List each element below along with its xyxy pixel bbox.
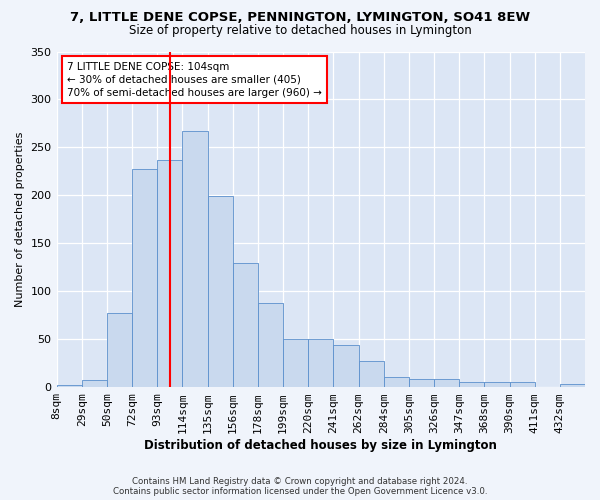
Bar xyxy=(258,303,283,387)
Bar xyxy=(208,196,233,387)
X-axis label: Distribution of detached houses by size in Lymington: Distribution of detached houses by size … xyxy=(145,440,497,452)
Bar xyxy=(383,376,409,387)
Bar xyxy=(359,362,383,387)
Bar xyxy=(233,264,258,387)
Bar xyxy=(283,339,308,387)
Y-axis label: Number of detached properties: Number of detached properties xyxy=(15,132,25,307)
Bar xyxy=(459,382,484,387)
Bar xyxy=(308,339,334,387)
Text: Contains HM Land Registry data © Crown copyright and database right 2024.
Contai: Contains HM Land Registry data © Crown c… xyxy=(113,476,487,496)
Bar xyxy=(132,170,157,387)
Text: 7 LITTLE DENE COPSE: 104sqm
← 30% of detached houses are smaller (405)
70% of se: 7 LITTLE DENE COPSE: 104sqm ← 30% of det… xyxy=(67,62,322,98)
Bar xyxy=(334,345,359,387)
Bar xyxy=(157,160,182,387)
Bar xyxy=(434,378,459,387)
Bar xyxy=(107,314,132,387)
Text: Size of property relative to detached houses in Lymington: Size of property relative to detached ho… xyxy=(128,24,472,37)
Bar xyxy=(484,382,509,387)
Bar xyxy=(82,380,107,387)
Bar xyxy=(509,382,535,387)
Text: 7, LITTLE DENE COPSE, PENNINGTON, LYMINGTON, SO41 8EW: 7, LITTLE DENE COPSE, PENNINGTON, LYMING… xyxy=(70,11,530,24)
Bar xyxy=(56,386,82,387)
Bar xyxy=(560,384,585,387)
Bar xyxy=(182,131,208,387)
Bar xyxy=(409,378,434,387)
